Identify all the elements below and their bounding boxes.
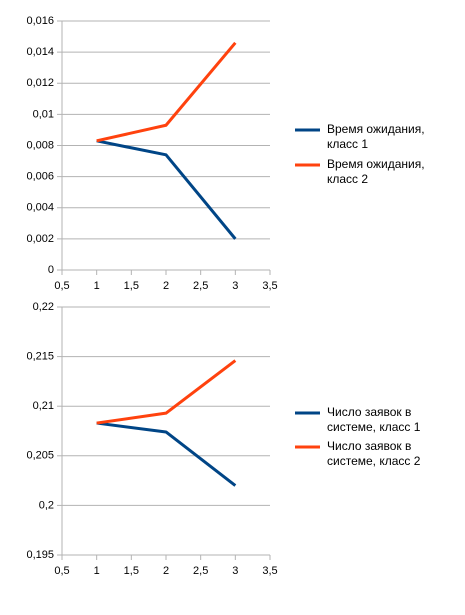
y-tick-label: 0,01 (33, 108, 54, 120)
y-tick-label: 0,006 (26, 171, 54, 183)
legend-label: Число заявок в системе, класс 1 (327, 405, 421, 434)
y-tick-label: 0,016 (26, 15, 54, 27)
x-tick-label: 2 (163, 280, 169, 292)
x-tick-label: 3,5 (262, 565, 277, 577)
y-tick-label: 0,2 (39, 499, 54, 511)
y-tick-label: 0,21 (33, 400, 54, 412)
x-tick-label: 3,5 (262, 280, 277, 292)
y-tick-label: 0,004 (26, 202, 54, 214)
line (96, 421, 237, 487)
line (96, 41, 237, 143)
y-tick-label: 0,215 (26, 351, 54, 363)
y-tick-label: 0,22 (33, 301, 54, 313)
x-tick-label: 1 (94, 280, 100, 292)
y-tick-label: 0,205 (26, 450, 54, 462)
x-tick-label: 2 (163, 565, 169, 577)
y-tick-label: 0,014 (26, 46, 54, 58)
line (96, 139, 237, 240)
legend-label: Число заявок в системе, класс 2 (327, 439, 421, 468)
x-tick-label: 2,5 (193, 565, 208, 577)
y-tick-label: 0,008 (26, 139, 54, 151)
x-tick-label: 1 (94, 565, 100, 577)
x-tick-label: 0,5 (54, 565, 69, 577)
y-tick-label: 0,012 (26, 77, 54, 89)
legend-label: Время ожидания, класс 1 (327, 122, 425, 151)
x-tick-label: 3 (232, 565, 238, 577)
x-tick-label: 0,5 (54, 280, 69, 292)
y-tick-label: 0,195 (26, 549, 54, 561)
x-tick-label: 2,5 (193, 280, 208, 292)
x-tick-label: 3 (232, 280, 238, 292)
y-tick-label: 0 (48, 264, 54, 276)
x-tick-label: 1,5 (124, 280, 139, 292)
y-tick-label: 0,002 (26, 233, 54, 245)
legend-label: Время ожидания, класс 2 (327, 157, 425, 186)
line (96, 359, 237, 425)
x-tick-label: 1,5 (124, 565, 139, 577)
